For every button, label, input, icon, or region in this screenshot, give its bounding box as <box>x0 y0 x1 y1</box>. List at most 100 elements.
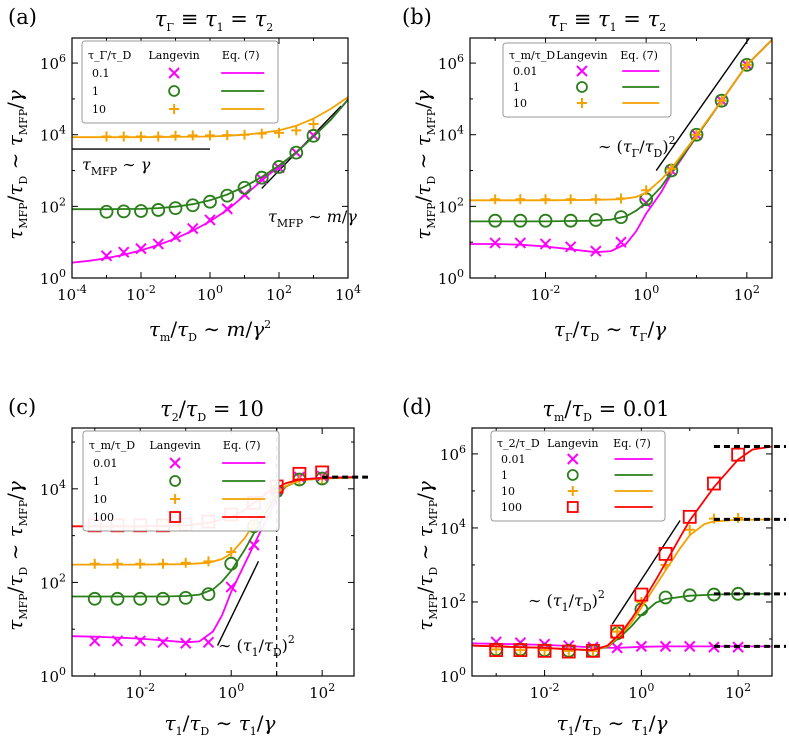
data-point-0.1 <box>187 222 199 235</box>
x-tick-label: 102 <box>266 283 292 304</box>
panel-label: (d) <box>402 395 432 419</box>
data-point-0.01 <box>489 237 501 249</box>
plot-area <box>72 96 348 264</box>
panel-d: (d) τm/τD = 0.01 τMFP/τD ∼ τMFP/γ τ1/τD … <box>402 395 786 738</box>
data-point-0.01 <box>564 241 577 253</box>
y-tick-label: 104 <box>40 124 66 145</box>
data-point-1 <box>110 591 125 606</box>
data-point-1 <box>254 170 269 185</box>
legend-entry-label: 0.1 <box>92 67 110 80</box>
data-point-1 <box>714 93 729 108</box>
x-axis-label: τΓ/τD ∼ τΓ/γ <box>554 317 666 344</box>
legend-entry-label: 0.01 <box>501 453 526 466</box>
legend-marker-0.01 <box>576 65 588 77</box>
y-tick-label: 100 <box>40 267 66 288</box>
data-point-1 <box>682 588 697 603</box>
y-tick-label: 106 <box>438 52 464 73</box>
legend-marker-1 <box>168 85 181 97</box>
data-point-10 <box>153 131 164 142</box>
chart-title: τm/τD = 0.01 <box>542 397 669 424</box>
legend-box <box>81 40 279 124</box>
data-point-10 <box>641 185 652 196</box>
legend-entry-label: 1 <box>92 85 99 98</box>
data-point-10 <box>274 127 284 138</box>
data-point-1 <box>151 203 166 217</box>
data-point-0.01 <box>615 236 627 248</box>
y-tick-label: 100 <box>440 665 466 686</box>
x-tick-label: 100 <box>633 283 659 304</box>
data-point-0.01 <box>539 238 552 250</box>
data-point-10 <box>616 193 626 204</box>
data-point-100 <box>513 643 528 657</box>
data-point-0.01 <box>514 237 527 249</box>
legend-entry-label: 10 <box>501 485 515 498</box>
data-point-1 <box>224 556 239 571</box>
legend-entry-label: 100 <box>93 511 114 524</box>
x-axis-label: τm/τD ∼ m/γ2 <box>149 317 271 344</box>
theory-curve-100 <box>472 445 772 652</box>
data-point-10 <box>170 130 181 141</box>
axes-frame <box>71 427 355 677</box>
data-point-10 <box>136 131 146 142</box>
legend-entry-label: 100 <box>501 501 522 514</box>
data-point-1 <box>614 210 628 225</box>
legend-marker-1 <box>169 475 182 487</box>
data-point-10 <box>222 130 233 141</box>
data-point-0.01 <box>111 635 124 647</box>
panel-a: (a) τΓ ≡ τ1 = τ2 τMFP/τD ∼ τMFP/γ τm/τD … <box>3 5 361 344</box>
data-point-0.01 <box>225 581 237 593</box>
data-point-0.01 <box>684 640 696 653</box>
theory-curve-0.1 <box>72 99 348 264</box>
plot-area <box>470 38 772 257</box>
legend-marker-10 <box>169 104 180 114</box>
data-point-1 <box>185 198 200 213</box>
data-point-10 <box>684 524 695 535</box>
plot-area <box>472 445 772 659</box>
data-point-0.1 <box>152 238 164 250</box>
data-point-0.01 <box>157 636 169 649</box>
legend-param-header: τ_Γ/τ_D <box>88 49 132 62</box>
guide-line <box>611 520 681 625</box>
legend-param-header: τ_m/τ_D <box>509 49 555 62</box>
legend-marker-10 <box>170 494 181 504</box>
data-point-0.1 <box>118 246 130 258</box>
data-point-0.01 <box>248 539 260 551</box>
data-point-0.01 <box>659 640 672 653</box>
data-point-10 <box>490 194 501 205</box>
x-tick-label: 100 <box>218 681 244 702</box>
x-tick-label: 104 <box>335 283 361 304</box>
data-point-0.1 <box>100 250 113 262</box>
x-axis-label: τ1/τD ∼ τ1/γ <box>165 711 276 738</box>
legend-marker-0.1 <box>168 67 180 79</box>
guide-label-slope: ∼ (τ1/τD)2 <box>218 633 295 659</box>
data-point-10 <box>515 194 526 205</box>
data-point-1 <box>538 213 553 228</box>
data-point-1 <box>689 127 704 142</box>
legend-param-header: τ_m/τ_D <box>89 439 135 452</box>
data-point-0.1 <box>204 214 216 226</box>
panel-label: (a) <box>8 5 37 29</box>
legend-entry-label: 1 <box>513 81 520 94</box>
data-point-10 <box>612 626 623 637</box>
x-tick-label: 102 <box>725 681 751 702</box>
data-point-1 <box>134 204 148 218</box>
data-point-0.01 <box>708 641 720 653</box>
data-point-10 <box>565 194 576 205</box>
x-tick-label: 100 <box>628 681 654 702</box>
guide-label-flat: τMFP ∼ γ <box>82 155 151 178</box>
y-axis-label: τMFP/τD ∼ τMFP/γ <box>411 90 438 240</box>
data-point-10 <box>691 129 702 140</box>
y-tick-label: 102 <box>40 571 66 592</box>
data-point-1 <box>201 587 216 602</box>
y-tick-label: 102 <box>40 195 66 216</box>
data-point-1 <box>178 590 193 605</box>
legend-theory-header: Eq. (7) <box>223 439 261 452</box>
data-point-1 <box>168 201 183 216</box>
data-point-0.01 <box>180 637 192 649</box>
chart-title: τΓ ≡ τ1 = τ2 <box>548 7 666 34</box>
data-point-10 <box>135 558 146 569</box>
data-point-100 <box>634 587 649 602</box>
legend-entry-label: 1 <box>93 475 100 488</box>
theory-curve-1 <box>472 592 772 652</box>
axes-frame <box>471 427 773 677</box>
